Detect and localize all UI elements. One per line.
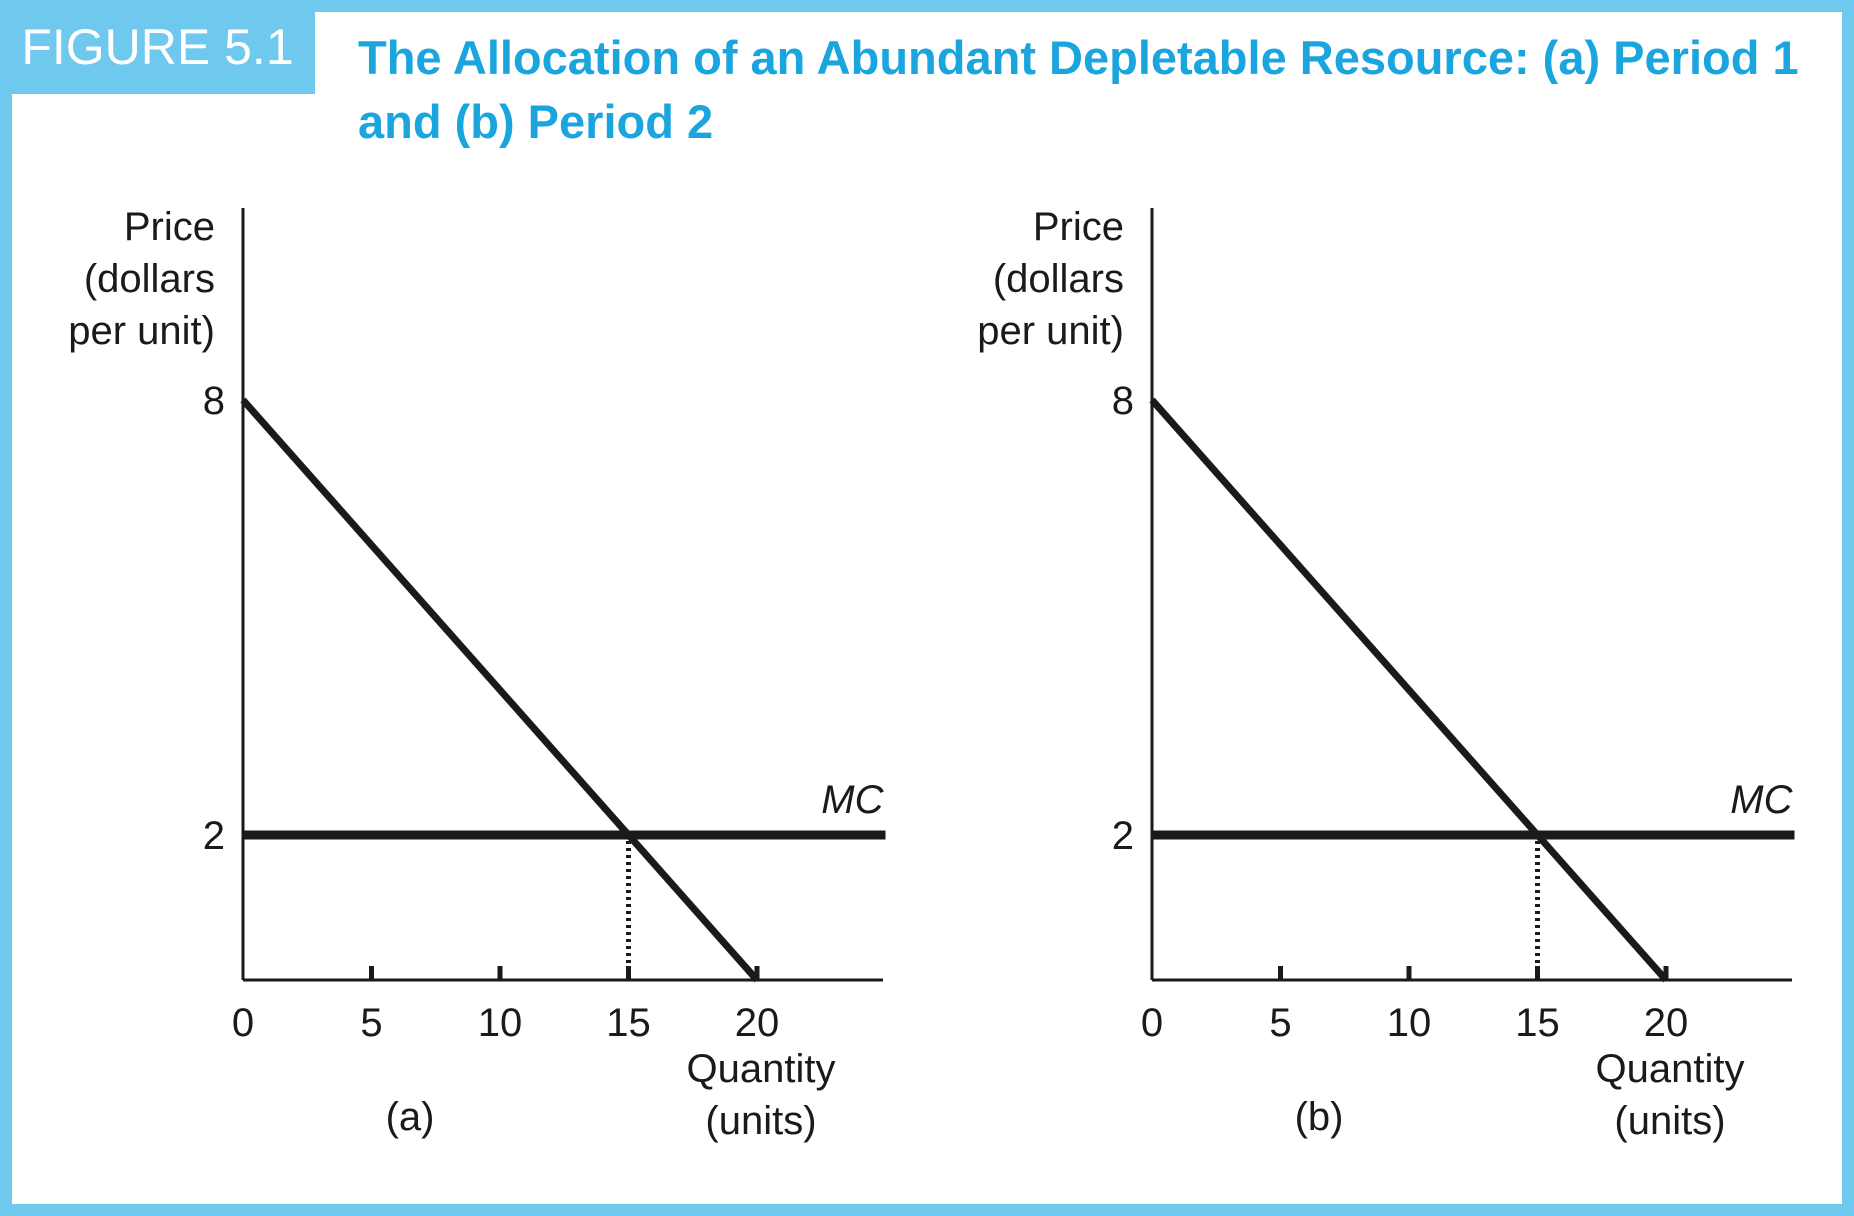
- mc-label: MC: [1730, 778, 1793, 822]
- x-axis-label-line: (units): [705, 1099, 816, 1143]
- y-axis-label-line: per unit): [977, 309, 1124, 353]
- x-tick-label: 10: [478, 1001, 523, 1045]
- x-tick-label: 5: [360, 1001, 382, 1045]
- y-tick-label: 2: [1112, 814, 1134, 858]
- y-tick-label: 8: [203, 379, 225, 423]
- x-axis-label-line: Quantity: [1596, 1047, 1745, 1091]
- y-axis-label-line: per unit): [68, 309, 215, 353]
- figure-label: FIGURE 5.1: [0, 0, 315, 94]
- y-axis-label-line: (dollars: [993, 257, 1124, 301]
- x-tick-label: 20: [735, 1001, 780, 1045]
- y-tick-label: 8: [1112, 379, 1134, 423]
- figure-title: The Allocation of an Abundant Depletable…: [358, 31, 1799, 148]
- x-tick-label: 0: [1141, 1001, 1163, 1045]
- x-tick-label: 15: [606, 1001, 651, 1045]
- y-tick-label: 2: [203, 814, 225, 858]
- chart-panel-b: 0 5 10 15 20 2 8 Price (dollars per unit) Quantity…: [977, 205, 1795, 1143]
- panel-label: (a): [386, 1095, 435, 1139]
- demand-line: [240, 397, 760, 983]
- x-tick-label: 5: [1269, 1001, 1291, 1045]
- x-axis-label-line: (units): [1614, 1099, 1725, 1143]
- y-axis-label-line: Price: [124, 205, 215, 249]
- x-tick-label: 15: [1515, 1001, 1560, 1045]
- x-tick-label: 20: [1644, 1001, 1689, 1045]
- y-axis-label-line: Price: [1033, 205, 1124, 249]
- x-tick-label: 10: [1387, 1001, 1432, 1045]
- x-tick-label: 0: [232, 1001, 254, 1045]
- chart-panel-a: 0 5 10 15 20 2 8 Price (dollars per unit) Quantity…: [68, 205, 886, 1143]
- panel-label: (b): [1295, 1095, 1344, 1139]
- x-axis-label-line: Quantity: [687, 1047, 836, 1091]
- demand-line: [1149, 397, 1669, 983]
- y-axis-label-line: (dollars: [84, 257, 215, 301]
- mc-label: MC: [821, 778, 884, 822]
